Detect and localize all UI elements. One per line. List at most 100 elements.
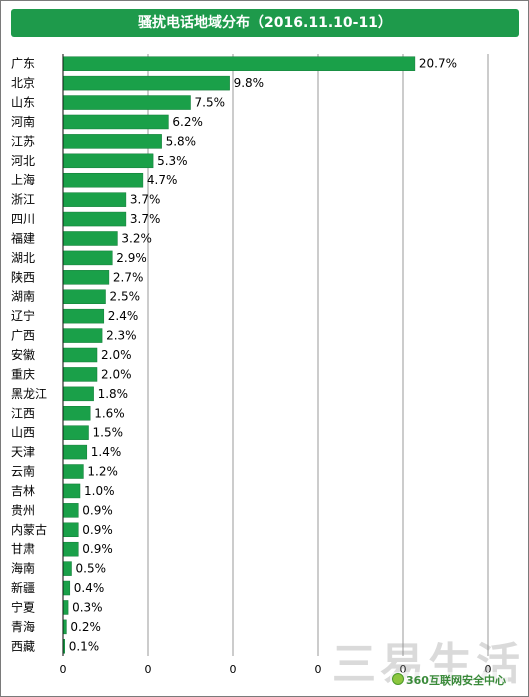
bar — [63, 114, 169, 130]
value-label: 5.3% — [157, 154, 188, 168]
value-label: 1.5% — [93, 426, 124, 440]
category-label: 天津 — [11, 445, 35, 459]
bar — [63, 425, 89, 440]
value-label: 2.4% — [108, 309, 139, 323]
bar — [63, 231, 118, 246]
bar — [63, 250, 113, 266]
value-label: 3.7% — [130, 212, 161, 226]
category-label: 上海 — [11, 172, 35, 187]
category-label: 甘肃 — [11, 542, 35, 556]
bar — [63, 464, 84, 479]
value-label: 1.8% — [98, 387, 129, 401]
value-label: 1.2% — [87, 465, 118, 479]
bar — [63, 386, 94, 402]
bar — [63, 211, 127, 227]
category-label: 福建 — [11, 230, 35, 245]
category-label: 海南 — [11, 561, 35, 576]
watermark-brand-text: 360互联网安全中心 — [406, 674, 506, 687]
brand-logo-icon — [392, 673, 404, 685]
bar — [63, 406, 91, 421]
value-label: 4.7% — [147, 173, 178, 187]
value-label: 0.4% — [74, 581, 105, 595]
value-label: 6.2% — [172, 115, 203, 129]
chart-title: 骚扰电话地域分布（2016.11.10-11） — [11, 9, 519, 37]
bar — [63, 580, 71, 596]
value-label: 0.5% — [76, 562, 107, 576]
category-label: 广西 — [11, 329, 35, 343]
category-label: 新疆 — [11, 580, 35, 595]
value-label: 0.9% — [82, 523, 113, 537]
bar — [63, 444, 88, 460]
category-label: 吉林 — [11, 484, 35, 498]
value-label: 3.2% — [121, 231, 151, 245]
value-label: 2.9% — [116, 251, 147, 265]
bar — [63, 192, 127, 207]
x-tick-label: 0 — [145, 663, 152, 676]
bar — [63, 483, 81, 499]
category-label: 河南 — [11, 114, 35, 129]
watermark-brand: 360互联网安全中心 — [390, 672, 508, 688]
x-tick-label: 0 — [485, 663, 492, 676]
category-label: 江苏 — [11, 134, 35, 148]
category-label: 青海 — [11, 619, 35, 634]
category-label: 山东 — [11, 96, 35, 110]
bar — [63, 172, 144, 188]
category-label: 辽宁 — [11, 308, 35, 323]
value-label: 2.3% — [106, 329, 137, 343]
category-label: 河北 — [11, 154, 35, 168]
value-label: 9.8% — [234, 76, 265, 90]
watermark: 三易生活 360互联网安全中心 — [330, 628, 520, 690]
bar — [63, 308, 105, 324]
bar — [63, 367, 98, 382]
value-label: 0.9% — [82, 503, 113, 517]
x-tick-label: 0 — [230, 663, 237, 676]
category-label: 浙江 — [11, 193, 35, 207]
bar — [63, 289, 106, 304]
bar — [63, 503, 79, 518]
category-label: 广东 — [11, 57, 35, 71]
bar — [63, 95, 191, 110]
category-label: 重庆 — [11, 367, 35, 381]
bar — [63, 639, 65, 654]
category-label: 安徽 — [11, 347, 35, 362]
category-label: 宁夏 — [11, 599, 35, 614]
value-label: 1.6% — [94, 406, 125, 420]
category-label: 四川 — [11, 212, 35, 226]
bar — [63, 56, 416, 71]
bar — [63, 270, 110, 285]
category-label: 湖北 — [11, 250, 35, 265]
value-label: 1.4% — [91, 445, 122, 459]
bar — [63, 600, 69, 615]
category-label: 云南 — [11, 464, 35, 479]
category-label: 陕西 — [11, 269, 35, 284]
value-label: 5.8% — [166, 134, 197, 148]
bar — [63, 619, 67, 635]
bar — [63, 75, 230, 91]
value-label: 2.0% — [101, 348, 132, 362]
category-label: 贵州 — [11, 503, 35, 517]
value-label: 1.0% — [84, 484, 115, 498]
value-label: 0.2% — [70, 620, 101, 634]
value-label: 2.5% — [110, 290, 141, 304]
category-label: 黑龙江 — [11, 387, 47, 401]
value-label: 7.5% — [195, 96, 226, 110]
category-label: 内蒙古 — [11, 522, 47, 537]
bar — [63, 522, 79, 538]
x-tick-label: 0 — [315, 663, 322, 676]
value-label: 20.7% — [419, 57, 457, 71]
bar — [63, 561, 72, 576]
category-label: 西藏 — [11, 639, 35, 653]
category-label: 山西 — [11, 426, 35, 440]
category-label: 北京 — [11, 76, 35, 90]
value-label: 0.9% — [82, 542, 113, 556]
bar — [63, 153, 154, 169]
value-label: 3.7% — [130, 193, 161, 207]
bar — [63, 541, 79, 557]
x-tick-label: 0 — [60, 663, 67, 676]
value-label: 0.3% — [72, 600, 103, 614]
bar — [63, 134, 162, 149]
x-tick-label: 0 — [400, 663, 407, 676]
bar — [63, 347, 98, 363]
